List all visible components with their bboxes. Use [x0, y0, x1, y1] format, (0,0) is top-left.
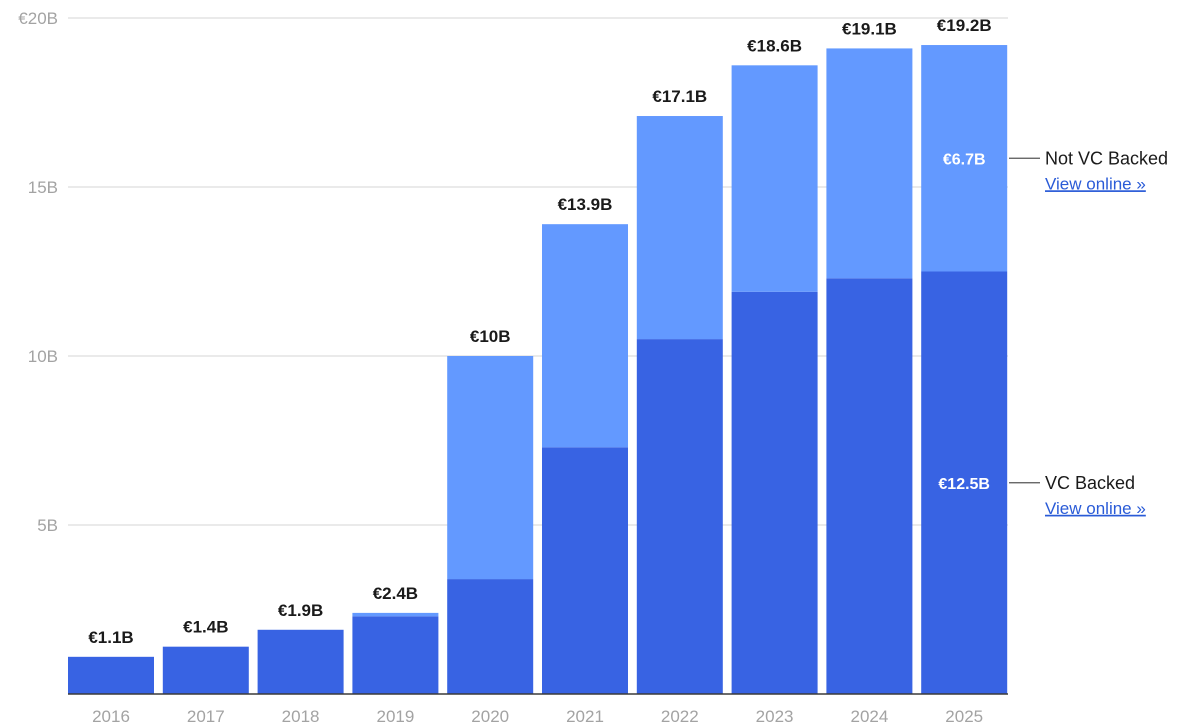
bar-segment-vc-backed: [636, 339, 723, 694]
bar-segment-not-vc-backed: [731, 65, 818, 292]
legend-label-not-vc-backed: Not VC Backed: [1045, 148, 1168, 168]
segment-label: €12.5B: [938, 476, 990, 493]
x-tick-label: 2025: [945, 707, 983, 726]
x-tick-label: 2017: [187, 707, 225, 726]
segment-label: €6.7B: [943, 151, 986, 168]
bar-segment-vc-backed: [257, 629, 344, 694]
y-tick-label: 15B: [28, 178, 58, 197]
total-label: €18.6B: [747, 36, 802, 55]
total-label: €19.1B: [842, 19, 897, 38]
x-tick-label: 2016: [92, 707, 130, 726]
y-tick-label: 10B: [28, 347, 58, 366]
bar-segment-vc-backed: [68, 656, 154, 694]
total-label: €13.9B: [558, 195, 613, 214]
x-tick-label: 2024: [850, 707, 888, 726]
x-tick-label: 2021: [566, 707, 604, 726]
bar-segment-not-vc-backed: [542, 224, 628, 448]
bar-segment-not-vc-backed: [921, 45, 1008, 272]
bar-segment-vc-backed: [447, 579, 534, 694]
total-label: €2.4B: [373, 584, 418, 603]
x-axis: 2016 2017 2018 2019 2020 2021 2022 2023 2024 2025: [68, 693, 1008, 726]
bar-segment-not-vc-backed: [636, 116, 723, 340]
x-tick-label: 2023: [756, 707, 794, 726]
bar-segment-not-vc-backed: [447, 356, 534, 580]
bar-segment-vc-backed: [162, 646, 249, 694]
x-tick-label: 2022: [661, 707, 699, 726]
x-tick-label: 2018: [282, 707, 320, 726]
data-labels: €1.1B €1.4B €1.9B €2.4B €10B €13.9B €17.1B €18.…: [88, 16, 991, 647]
bar-segment-vc-backed: [352, 616, 439, 694]
x-tick-label: 2019: [376, 707, 414, 726]
y-tick-label: €20B: [18, 9, 58, 28]
view-online-link-not-vc-backed[interactable]: View online »: [1045, 174, 1146, 193]
bar-segment-vc-backed: [542, 447, 628, 694]
bars: [68, 45, 1008, 694]
bar-segment-vc-backed: [826, 278, 913, 694]
total-label: €10B: [470, 327, 511, 346]
bar-segment-not-vc-backed: [826, 48, 913, 279]
total-label: €19.2B: [937, 16, 992, 35]
bar-segment-vc-backed: [731, 291, 818, 694]
legend-label-vc-backed: VC Backed: [1045, 473, 1135, 493]
legend: Not VC Backed View online » VC Backed View …: [1009, 148, 1168, 518]
total-label: €1.1B: [88, 628, 133, 647]
total-label: €17.1B: [652, 87, 707, 106]
x-tick-label: 2020: [471, 707, 509, 726]
total-label: €1.9B: [278, 601, 323, 620]
total-label: €1.4B: [183, 618, 228, 637]
y-tick-label: 5B: [37, 516, 58, 535]
bar-segment-not-vc-backed: [352, 612, 439, 617]
bar-segment-vc-backed: [921, 271, 1008, 694]
view-online-link-vc-backed[interactable]: View online »: [1045, 499, 1146, 518]
